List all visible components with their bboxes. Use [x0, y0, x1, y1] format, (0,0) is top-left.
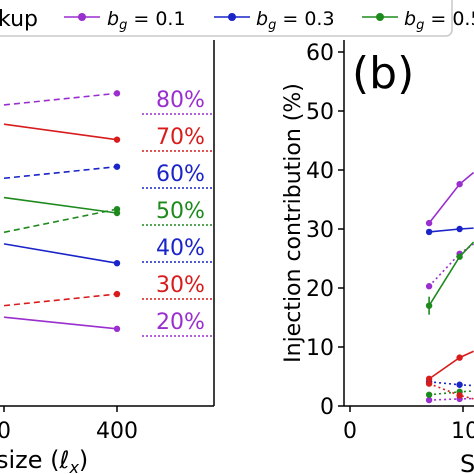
panel-b-series-line-2 [429, 397, 474, 401]
panel-b-ylabel: Injection contribution (%) [281, 83, 306, 363]
panel-b-point-3-1 [456, 225, 463, 233]
panel-b-point-0-1 [456, 180, 463, 188]
panel-b-ytick-label-0: 0 [320, 395, 334, 420]
panel-b-series-line-3 [429, 227, 474, 233]
panel-b-ytick-label-1: 10 [306, 336, 334, 361]
panel-b-point-8-1 [456, 392, 463, 399]
legend-item-bg-0.5: bg = 0.5 [362, 8, 474, 33]
panel-a-series-line-2 [3, 165, 118, 180]
panel-b-series-line-0 [428, 171, 474, 224]
panel-b-point-2-0 [425, 396, 433, 404]
panel-b-xtick-label-0: 0 [343, 419, 357, 444]
panel-a-point-6 [113, 290, 121, 298]
panel-a-point-2 [113, 163, 121, 170]
panel-b-point-5-1 [456, 253, 463, 260]
panel-b-point-1-0 [425, 283, 433, 290]
panel-a-percent-label-3: 50% [156, 199, 205, 224]
panel-a-point-0 [113, 90, 121, 97]
legend-item-bg-0.1: bg = 0.1 [64, 8, 186, 33]
panel-a-series-line-3 [3, 196, 118, 214]
panel-a-series-line-0 [3, 92, 118, 106]
panel-b-label: (b) [352, 48, 414, 99]
panel-a-point-7 [113, 325, 121, 332]
legend-box [0, 0, 453, 37]
panel-b-series-line-8 [428, 382, 474, 400]
panel-a-xtick-label-1: 400 [96, 419, 138, 444]
panel-b-point-3-0 [425, 228, 433, 236]
legend-marker-purple [78, 13, 86, 21]
panel-b-xtick-label-1: 10 [451, 419, 474, 444]
panel-b-series-line-4 [429, 381, 474, 387]
panel-b-point-0-0 [425, 219, 433, 227]
legend-item-bg-0.3: bg = 0.3 [214, 8, 335, 33]
legend-marker-blue [228, 13, 236, 21]
panel-b-point-4-1 [456, 381, 463, 388]
panel-a-series-line-6 [3, 293, 118, 307]
panel-a-xtick-label-0: 0 [0, 419, 11, 444]
panel-b-ytick-label-2: 20 [306, 277, 334, 302]
legend-marker-green [376, 13, 384, 21]
panel-a-percent-label-0: 80% [156, 88, 205, 113]
panel-b-series-line-7 [428, 350, 474, 380]
panel-b-point-6-0 [425, 391, 433, 398]
panel-b-series-line-1 [428, 243, 474, 287]
legend-label-bg-0.3: bg = 0.3 [256, 8, 335, 33]
panel-b-xlabel: S [460, 450, 474, 474]
panel-a-series-line-5 [3, 243, 118, 264]
panel-a-percent-label-5: 30% [156, 273, 205, 298]
legend-label-partial: kup [0, 7, 38, 32]
panel-a-point-4 [113, 205, 121, 213]
panel-b-point-7-0 [425, 375, 433, 383]
panel-b-ytick-label-3: 30 [306, 218, 334, 243]
panel-a-series-line-1 [3, 123, 118, 141]
panel-a-series-line-7 [3, 316, 118, 330]
panel-a-percent-label-4: 40% [156, 236, 205, 261]
panel-b-point-8-0 [425, 380, 433, 387]
panel-b-series-line-5 [428, 241, 474, 307]
panel-a-point-1 [113, 136, 121, 143]
panel-a: 80% 70% 60% 50% 40% 30% 20% 0 400 size (ℓx) [0, 40, 215, 474]
panel-b-ytick-label-6: 60 [306, 41, 334, 66]
panel-a-point-5 [113, 259, 121, 267]
panel-a-percent-label-1: 70% [156, 125, 205, 150]
panel-b: (b) Injection contribution (%) S 0 10 20 30… [281, 40, 474, 474]
panel-b-series-line-6 [429, 390, 474, 396]
panel-b-ytick-label-4: 40 [306, 159, 334, 184]
panel-b-point-7-1 [456, 354, 463, 361]
panel-a-xlabel: size (ℓx) [0, 446, 88, 474]
legend-label-bg-0.5: bg = 0.5 [404, 8, 474, 33]
panel-a-series-line-4 [3, 208, 118, 234]
panel-b-ytick-label-5: 50 [306, 100, 334, 125]
panel-a-percent-label-2: 60% [156, 162, 205, 187]
panel-a-percent-label-6: 20% [156, 310, 205, 335]
legend-label-bg-0.1: bg = 0.1 [107, 8, 186, 33]
